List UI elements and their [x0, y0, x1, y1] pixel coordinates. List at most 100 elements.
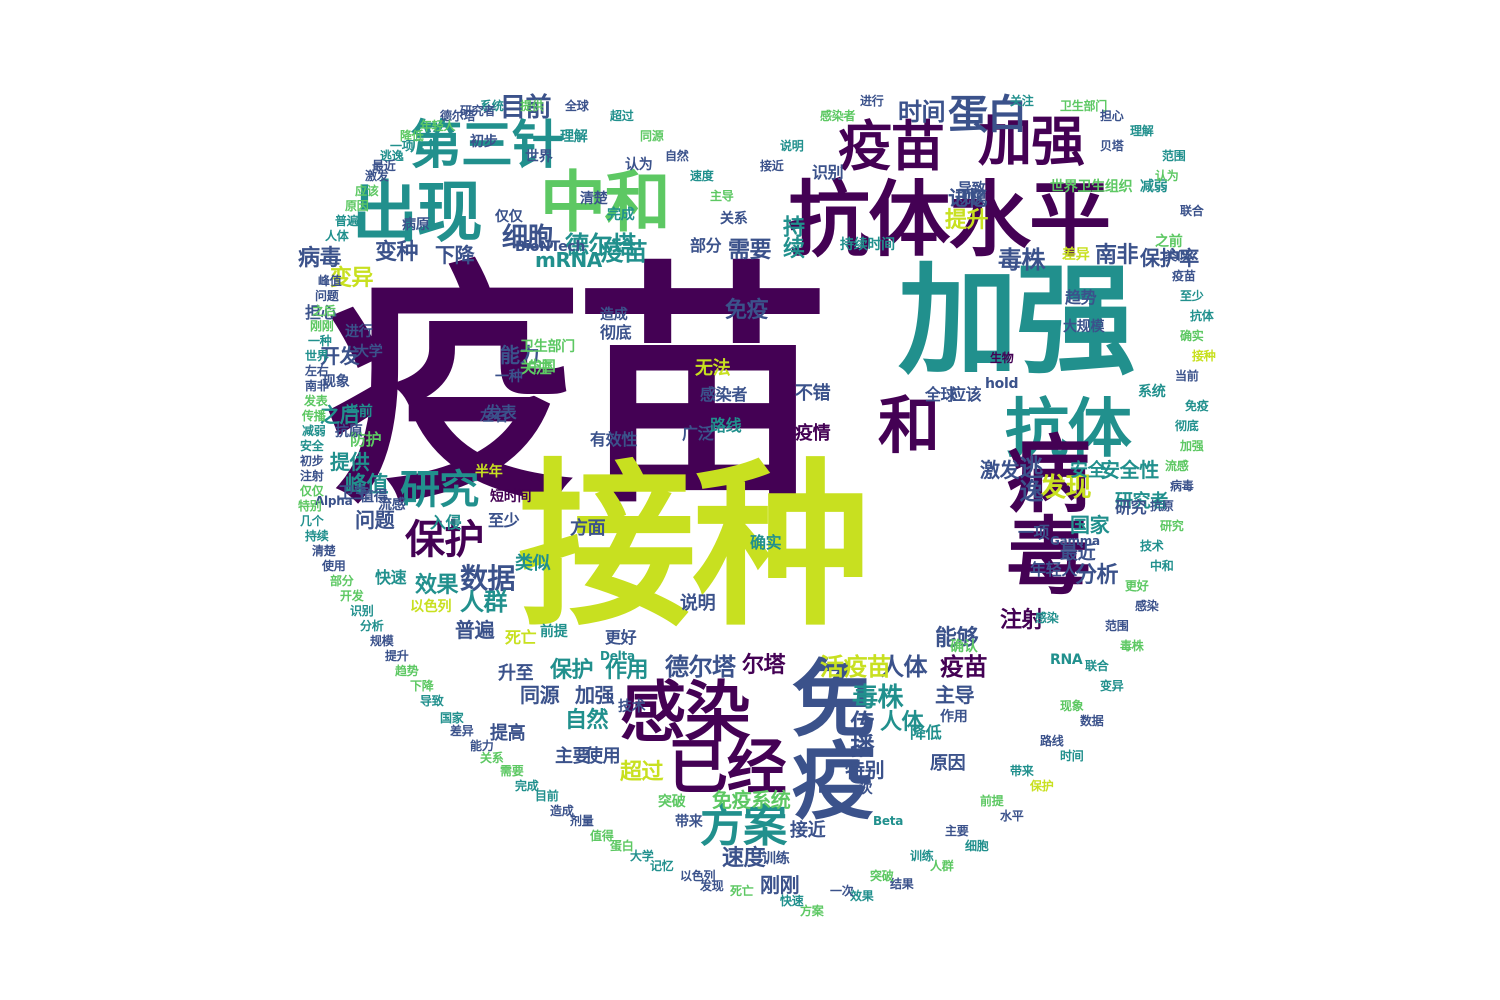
word-1: 接种	[518, 443, 870, 650]
word-20: 时间	[898, 98, 946, 126]
word-89: 卫生部门	[520, 339, 575, 355]
word-109: 短时间	[490, 489, 532, 505]
word-56: 速度	[722, 846, 766, 871]
word-87: 部分	[690, 236, 722, 255]
word-59: 注射	[1000, 608, 1044, 633]
word-38: 问题	[355, 508, 395, 532]
word-209: 问题	[315, 289, 339, 303]
word-63: 保护率	[1140, 246, 1199, 270]
word-15: 研究	[400, 467, 479, 513]
word-100: 安全	[1070, 460, 1106, 481]
word-29: 持续	[779, 215, 804, 259]
word-39: 效果	[415, 573, 459, 598]
word-172: 加强	[1180, 439, 1204, 453]
word-269: 初步	[300, 454, 324, 468]
word-133: 生物	[990, 351, 1014, 365]
word-149: 以色列	[410, 599, 452, 615]
word-96: 年轻人	[1030, 560, 1078, 579]
word-163: 带来	[675, 814, 703, 830]
word-185: 结果	[890, 877, 914, 891]
word-211: 原因	[345, 199, 369, 213]
word-261: 导致	[420, 694, 444, 708]
word-167: 联合	[1180, 204, 1204, 218]
word-99: 研究	[1115, 498, 1147, 517]
word-216: 系统	[480, 99, 504, 113]
word-122: 世界	[525, 149, 553, 165]
word-94: 确实	[750, 533, 782, 552]
word-62: 南非	[1095, 243, 1139, 268]
word-71: 提供	[330, 450, 370, 474]
word-281: 研究者	[460, 104, 496, 118]
word-267: 几个	[300, 514, 324, 528]
word-95: 之前	[1155, 234, 1183, 250]
word-168: 疫苗	[1172, 269, 1196, 283]
word-181: 保护	[1030, 779, 1054, 793]
word-246: 带来	[1010, 764, 1034, 778]
word-194: 能力	[470, 739, 494, 753]
word-97: 最近	[1060, 543, 1096, 564]
word-153: 值得	[360, 489, 388, 505]
word-230: 担心	[1100, 109, 1124, 123]
word-66: 逃逸	[1015, 455, 1043, 503]
word-28: 需要	[728, 238, 772, 263]
word-231: 理解	[1130, 124, 1154, 138]
word-256: 值得	[590, 829, 614, 843]
word-178: 变异	[1100, 679, 1124, 693]
word-279: 一项	[390, 139, 414, 153]
word-45: 尔塔	[742, 653, 786, 678]
word-225: 说明	[780, 139, 804, 153]
word-227: 进行	[860, 94, 884, 108]
word-226: 感染者	[820, 109, 856, 123]
word-192: 目前	[535, 789, 559, 803]
word-270: 减弱	[302, 424, 326, 438]
word-103: 应该	[950, 385, 982, 404]
word-104: 感染者	[700, 385, 748, 404]
word-25: 发现	[1040, 473, 1091, 503]
word-150: 快速	[375, 568, 407, 587]
word-49: 人体	[880, 710, 924, 735]
word-2: 加强	[898, 252, 1136, 391]
word-128: 持续时间	[840, 237, 895, 253]
word-278: 最近	[372, 159, 396, 173]
word-90: 中国	[528, 359, 556, 375]
word-243: 联合	[1085, 659, 1109, 673]
word-177: 毒株	[1120, 639, 1144, 653]
word-117: 左右	[480, 409, 508, 425]
word-13: 病毒	[993, 430, 1091, 595]
word-76: 原因	[930, 753, 966, 774]
word-166: 范围	[1162, 149, 1186, 163]
word-79: 说明	[680, 593, 716, 614]
word-10: 抗体	[1005, 393, 1132, 467]
word-85: 识别	[812, 163, 844, 182]
word-121: 初步	[470, 134, 498, 150]
word-30: mRNA	[535, 248, 602, 272]
word-134: 感染	[1035, 611, 1059, 625]
word-223: 主导	[710, 189, 734, 203]
word-35: 开发	[320, 344, 360, 368]
word-203: 注射	[300, 469, 324, 483]
word-191: 剂量	[570, 814, 594, 828]
word-58: 能够	[935, 626, 979, 651]
word-257: 造成	[550, 804, 574, 818]
word-54: 特别	[845, 758, 885, 782]
word-247: 前提	[980, 794, 1004, 808]
word-232: 认为	[1155, 169, 1179, 183]
word-26: 病毒	[298, 246, 342, 271]
word-137: Gamma	[1050, 534, 1100, 548]
word-64: 安全性	[1100, 458, 1159, 482]
word-145: 训练	[762, 851, 790, 867]
word-199: 开发	[340, 589, 364, 603]
word-245: 路线	[1040, 734, 1064, 748]
word-127: 关系	[720, 211, 748, 227]
word-196: 下降	[410, 679, 434, 693]
word-72: 无法	[695, 358, 731, 379]
word-158: 更好	[605, 628, 637, 647]
word-91: 类似	[515, 553, 551, 574]
word-73: 疫情	[795, 423, 831, 444]
word-161: 确认	[950, 639, 978, 655]
word-165: 贝塔	[1100, 139, 1124, 153]
word-188: 发现	[700, 879, 724, 893]
word-101: 系统	[1138, 384, 1166, 400]
word-4: 出现	[352, 174, 483, 251]
word-239: 抗原	[1150, 499, 1174, 513]
